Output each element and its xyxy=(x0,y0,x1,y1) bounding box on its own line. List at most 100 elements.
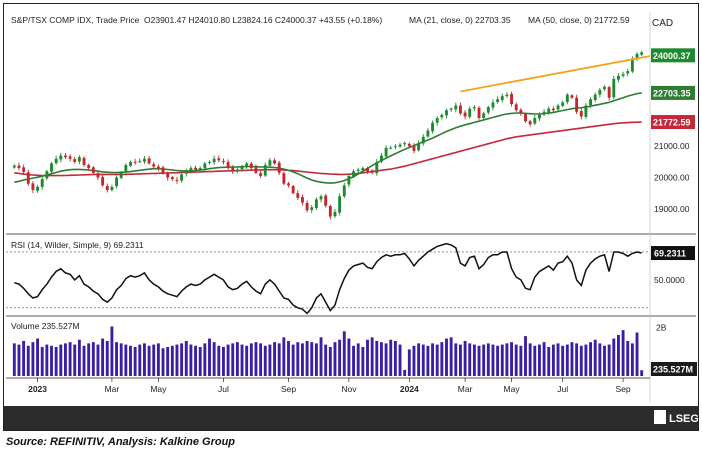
candle-body xyxy=(226,161,230,169)
candle-body xyxy=(68,156,72,159)
source-note: Source: REFINITIV, Analysis: Kalkine Gro… xyxy=(6,436,236,448)
instrument-label: S&P/TSX COMP IDX, Trade Price xyxy=(11,15,140,25)
candle-body xyxy=(12,165,16,168)
volume-bar xyxy=(217,345,221,376)
time-tick-label: May xyxy=(150,384,167,394)
candle-body xyxy=(431,122,434,132)
volume-bar xyxy=(417,343,421,376)
candle-body xyxy=(91,167,95,173)
candle-body xyxy=(361,168,365,171)
candle-body xyxy=(366,168,369,172)
candle-body xyxy=(630,58,634,72)
volume-bar xyxy=(445,338,448,376)
candle-body xyxy=(589,99,592,106)
volume-tag-label: 235.527M xyxy=(653,365,693,375)
volume-bar xyxy=(575,343,579,376)
price-tag xyxy=(651,85,695,100)
volume-bar xyxy=(468,343,472,376)
volume-bar xyxy=(426,345,430,376)
candle-body xyxy=(356,169,360,171)
volume-bar xyxy=(449,337,453,376)
volume-bar xyxy=(175,344,179,376)
volume-bar xyxy=(301,343,304,376)
ma50-line xyxy=(14,121,642,177)
candle-body xyxy=(40,179,44,187)
candle-body xyxy=(389,147,393,149)
candle-body xyxy=(482,113,486,119)
candle-body xyxy=(393,146,397,148)
candle-body xyxy=(259,173,263,176)
price-tag-label: 22703.35 xyxy=(653,88,691,98)
candle-body xyxy=(491,102,495,108)
volume-bar xyxy=(370,337,374,376)
candle-body xyxy=(347,175,351,185)
candle-body xyxy=(314,199,318,208)
volume-bar xyxy=(630,343,634,376)
candle-body xyxy=(77,157,81,162)
volume-bar xyxy=(528,343,532,376)
chart-svg[interactable]: S&P/TSX COMP IDX, Trade Price O23901.47 … xyxy=(4,4,699,430)
candle-body xyxy=(640,52,644,55)
candle-body xyxy=(556,105,560,110)
candle-body xyxy=(454,105,458,110)
candle-body xyxy=(273,160,276,164)
candle-body xyxy=(217,158,221,161)
volume-bar xyxy=(412,345,416,376)
candle-body xyxy=(524,114,527,122)
volume-bar xyxy=(538,344,541,376)
candle-body xyxy=(565,94,569,103)
volume-bar xyxy=(73,344,77,376)
volume-bar xyxy=(245,345,249,376)
volume-tag xyxy=(651,362,697,376)
volume-bar xyxy=(361,347,365,376)
candle-body xyxy=(147,158,151,164)
rsi-tick-label: 50.0000 xyxy=(654,275,685,285)
candle-body xyxy=(82,157,86,165)
volume-bar xyxy=(82,345,86,376)
candle-body xyxy=(621,74,625,76)
candle-body xyxy=(96,173,100,178)
candle-body xyxy=(612,78,616,98)
price-tag-label: 21772.59 xyxy=(653,118,691,128)
candle-body xyxy=(328,206,332,217)
volume-bar xyxy=(454,343,458,376)
volume-bar xyxy=(31,342,35,376)
rsi-line xyxy=(14,242,642,315)
candle-body xyxy=(324,195,328,206)
volume-bar xyxy=(519,345,523,376)
candle-body xyxy=(268,160,272,166)
price-tick-label: 21000.00 xyxy=(654,141,690,151)
time-tick-label: 2023 xyxy=(28,384,47,394)
candle-body xyxy=(231,167,235,172)
time-axis: 2023 Mar May Jul Sep Nov 2024 Mar May Jul Sep xyxy=(28,378,631,394)
candle-body xyxy=(626,71,630,74)
volume-bar xyxy=(556,343,560,376)
lseg-logo-icon xyxy=(654,410,666,424)
volume-bar xyxy=(273,342,276,376)
candle-body xyxy=(152,164,156,167)
candle-body xyxy=(54,158,58,164)
volume-bar xyxy=(435,344,439,376)
candle-body xyxy=(584,105,588,117)
candle-body xyxy=(180,174,184,181)
price-tags: 24000.37 22703.35 21772.59 xyxy=(651,48,695,130)
candle-body xyxy=(59,155,63,160)
candle-body xyxy=(73,159,77,162)
price-tag xyxy=(651,48,695,63)
candle-body xyxy=(421,136,425,144)
volume-bar xyxy=(579,345,583,376)
volume-bar xyxy=(115,342,118,376)
volume-bar xyxy=(533,345,537,376)
time-tick-label: Sep xyxy=(281,384,296,394)
candle-body xyxy=(184,171,188,174)
volume-bar xyxy=(147,345,151,376)
volume-bar xyxy=(561,345,565,376)
candle-body xyxy=(575,97,579,112)
volume-bar xyxy=(565,344,569,376)
candle-body xyxy=(407,143,411,147)
volume-bar xyxy=(87,343,91,376)
candle-body xyxy=(194,167,197,170)
candle-body xyxy=(403,143,407,145)
candle-body xyxy=(384,147,388,157)
volume-bar xyxy=(259,343,263,376)
